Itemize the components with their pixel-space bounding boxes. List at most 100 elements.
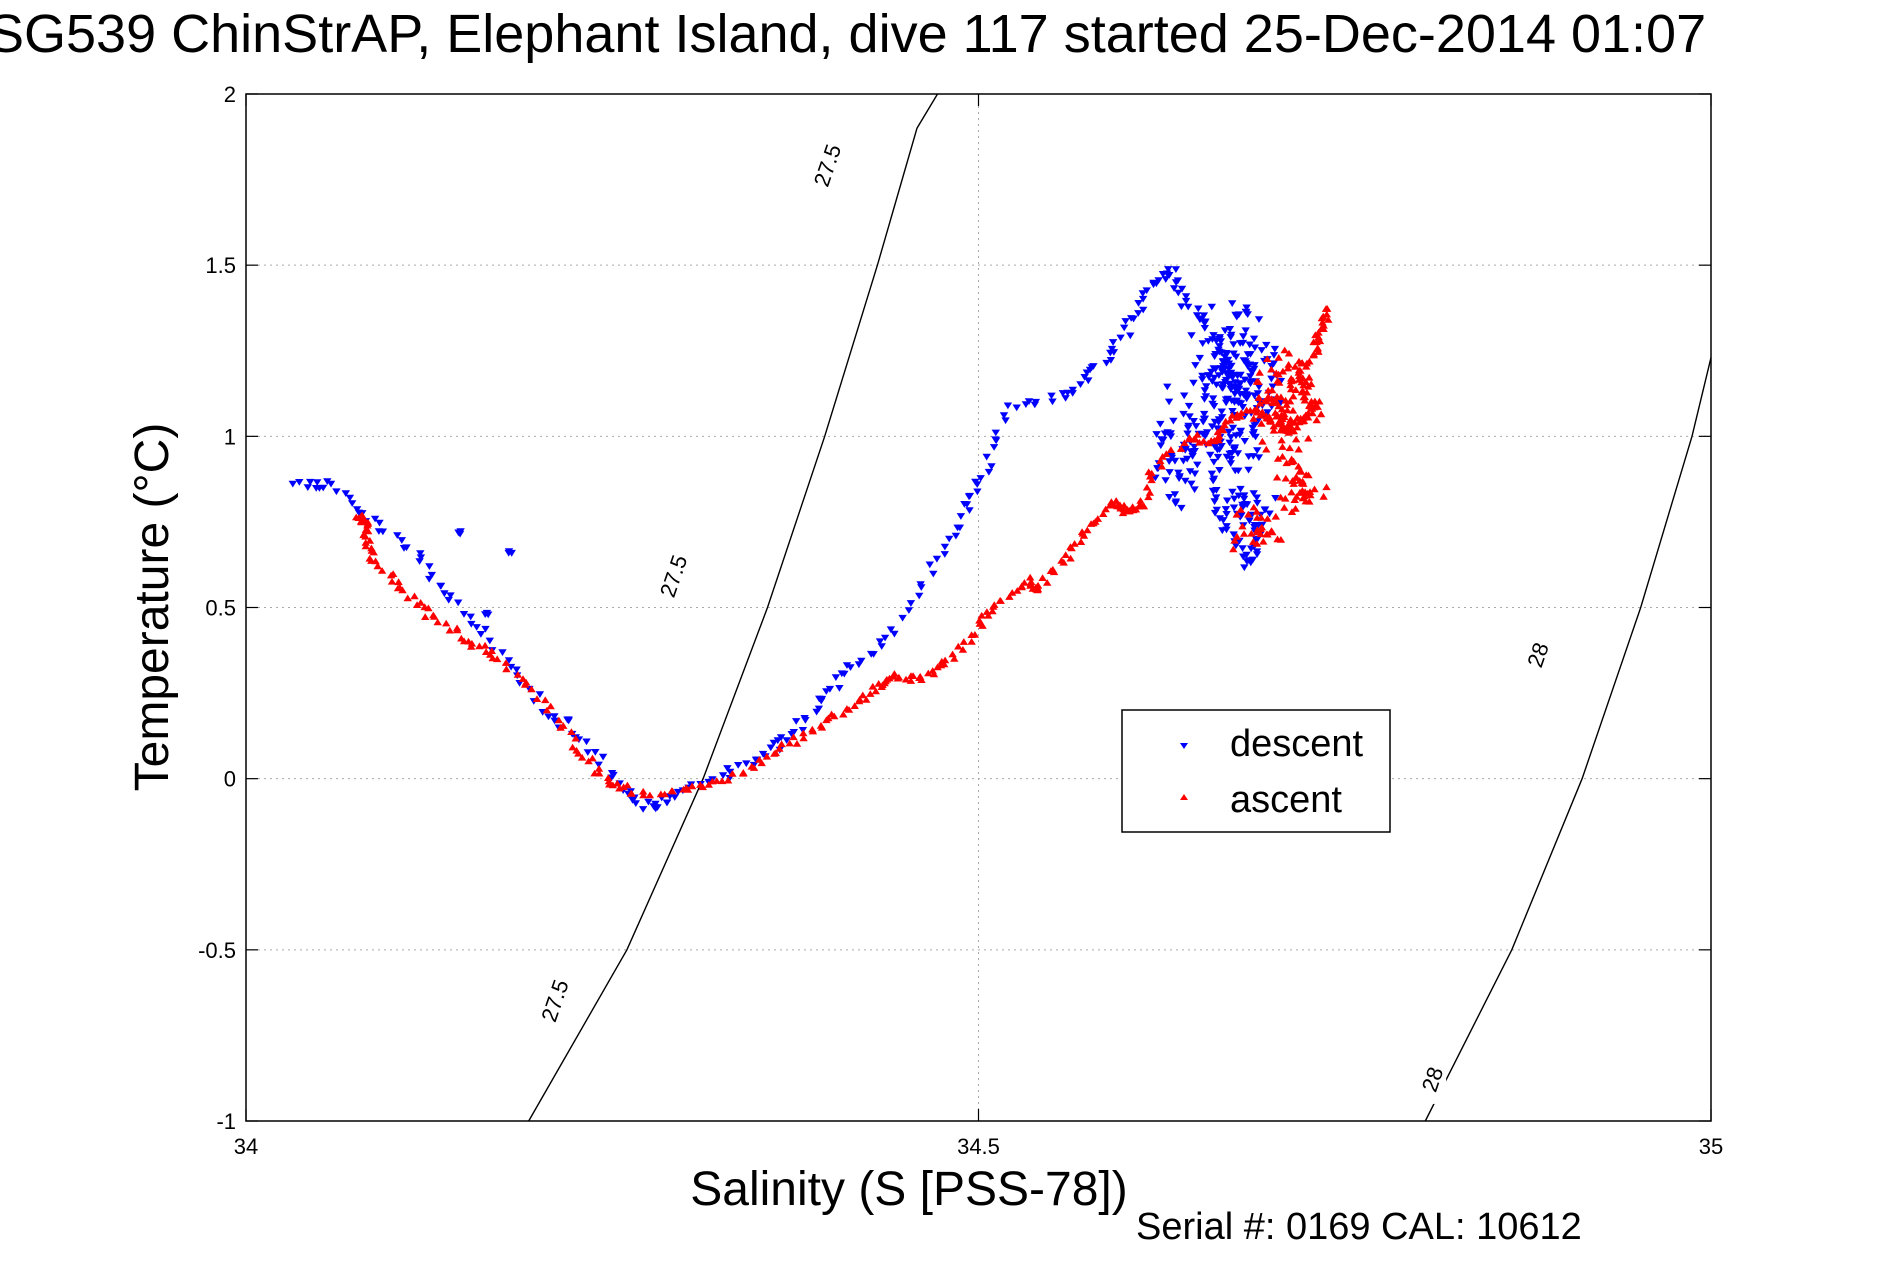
ascent-point	[1289, 427, 1299, 435]
ascent-point	[894, 673, 904, 681]
ascent-point	[520, 680, 530, 688]
descent-point	[1210, 509, 1220, 517]
descent-point	[1191, 362, 1200, 369]
descent-point	[1246, 380, 1255, 388]
ascent-point	[1286, 385, 1296, 393]
ascent-point	[755, 756, 764, 763]
ascent-point	[639, 787, 648, 795]
ascent-point	[808, 727, 818, 735]
descent-point	[1198, 372, 1207, 380]
descent-point	[1215, 515, 1225, 522]
ascent-point	[1272, 473, 1282, 481]
ascent-point	[1319, 325, 1328, 332]
ascent-point	[889, 672, 898, 680]
descent-point	[1215, 343, 1224, 350]
ascent-point	[1076, 538, 1086, 545]
descent-point	[1198, 430, 1208, 438]
descent-point	[999, 412, 1009, 419]
ascent-point	[1271, 512, 1280, 520]
descent-point	[734, 762, 743, 769]
descent-point	[1228, 488, 1237, 496]
descent-point	[1185, 413, 1194, 421]
descent-point	[906, 600, 916, 607]
descent-point	[1169, 285, 1179, 292]
descent-point	[758, 750, 768, 758]
ascent-point	[777, 740, 786, 748]
ascent-point	[1147, 469, 1156, 477]
ascent-point	[1316, 410, 1326, 418]
y-tick-label: -0.5	[198, 938, 236, 963]
descent-point	[1192, 312, 1202, 319]
ascent-point	[1309, 350, 1318, 358]
descent-point	[956, 513, 966, 520]
descent-point	[1061, 395, 1070, 402]
descent-point	[1163, 383, 1172, 391]
descent-point	[1217, 408, 1226, 416]
descent-point	[1220, 327, 1230, 335]
ascent-point	[1287, 488, 1296, 496]
ascent-point	[430, 613, 439, 620]
ascent-point	[1267, 386, 1277, 394]
descent-point	[673, 788, 683, 796]
ascent-point	[1291, 435, 1301, 443]
ascent-point	[1026, 578, 1036, 585]
descent-point	[960, 501, 969, 508]
descent-point	[1254, 454, 1264, 462]
ascent-point	[359, 531, 368, 539]
ascent-point	[1286, 422, 1295, 429]
ascent-point	[871, 687, 880, 695]
descent-point	[652, 804, 661, 812]
descent-point	[1228, 383, 1237, 390]
ascent-point	[762, 752, 772, 760]
descent-point	[1226, 460, 1235, 467]
ascent-point	[1277, 436, 1286, 444]
x-axis-label: Salinity (S [PSS-78])	[690, 1163, 1127, 1216]
descent-point	[1200, 387, 1209, 395]
ascent-point	[410, 592, 419, 600]
descent-point	[1156, 442, 1165, 450]
descent-point	[1245, 341, 1254, 349]
ascent-point	[933, 663, 942, 671]
descent-point	[991, 429, 1000, 437]
descent-point	[1181, 297, 1191, 305]
ascent-point	[453, 626, 462, 634]
ascent-point	[1297, 388, 1306, 396]
ascent-point	[1273, 455, 1283, 462]
descent-point	[1234, 492, 1243, 500]
descent-point	[953, 524, 962, 532]
descent-point	[904, 607, 914, 614]
descent-point	[880, 634, 890, 642]
descent-point	[1167, 453, 1176, 460]
descent-point	[1162, 270, 1172, 278]
descent-point	[1209, 477, 1218, 485]
ascent-point	[595, 769, 604, 777]
ascent-point	[824, 714, 833, 722]
descent-point	[607, 774, 616, 782]
ascent-point	[1300, 393, 1309, 401]
ascent-point	[1229, 545, 1238, 553]
descent-point	[370, 515, 380, 523]
descent-point	[1169, 417, 1178, 425]
ascent-point	[862, 696, 871, 703]
ascent-point	[1271, 409, 1280, 416]
ascent-point	[1259, 537, 1268, 545]
contour-label-gap	[544, 977, 569, 1026]
ascent-point	[839, 710, 848, 718]
descent-point	[416, 550, 425, 557]
ascent-point	[1043, 579, 1052, 586]
descent-point	[1248, 424, 1257, 432]
ascent-point	[389, 570, 398, 577]
descent-point	[485, 637, 494, 645]
descent-point	[1068, 390, 1077, 397]
ascent-point	[412, 601, 422, 608]
descent-point	[1201, 393, 1211, 400]
descent-point	[1189, 418, 1198, 425]
descent-point	[1189, 379, 1198, 387]
ascent-point	[1147, 476, 1156, 484]
descent-point	[1068, 386, 1077, 394]
descent-point	[1139, 306, 1148, 314]
ascent-point	[970, 631, 980, 638]
descent-point	[1212, 494, 1221, 502]
ascent-point	[1313, 344, 1322, 352]
descent-point	[1241, 387, 1251, 395]
